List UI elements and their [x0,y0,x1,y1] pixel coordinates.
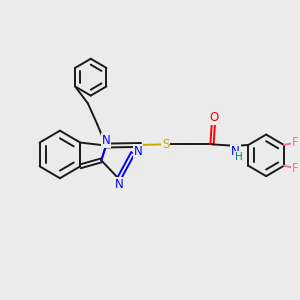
Text: F: F [292,136,299,149]
Text: N: N [102,134,110,147]
Text: N: N [134,145,142,158]
Text: O: O [209,111,219,124]
Text: N: N [231,145,240,158]
Text: S: S [162,138,169,151]
Text: H: H [235,152,243,162]
Text: N: N [115,178,124,191]
Text: F: F [292,162,299,175]
